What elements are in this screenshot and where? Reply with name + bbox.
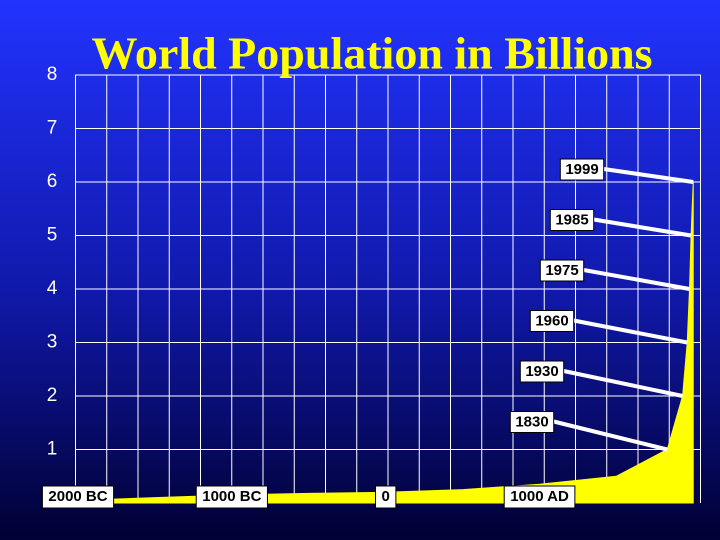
plot: 1 2 3 4 5 6 7 8 [47,64,701,504]
x-tick-label: 1000 AD [510,488,569,505]
y-tick-label: 2 [47,385,58,406]
x-tick-label: 1000 BC [202,488,261,505]
chart-title: World Population in Billions [91,28,652,79]
x-tick-label: 0 [382,488,390,505]
y-tick-label: 1 [47,439,58,460]
leader-line [593,217,692,238]
point-label-box [529,310,575,332]
x-tick-box [41,485,115,509]
point-label-box [539,259,585,282]
point-label-box [549,209,595,231]
point-label: 1930 [525,363,558,380]
point-label: 1975 [545,262,578,279]
leader-line [603,167,694,184]
x-tick-box [375,485,397,509]
y-tick-label: 7 [47,118,58,139]
point-label: 1830 [515,413,548,430]
x-tick-box [195,485,268,509]
y-tick-label: 3 [47,332,58,353]
leader-line [573,318,688,345]
y-tick-label: 5 [47,225,58,246]
x-tick-box [503,485,576,509]
y-tick-label: 6 [47,171,58,192]
leader-line [583,268,690,291]
leader-line [563,369,684,398]
point-label: 1960 [535,312,568,329]
point-label-box [509,411,555,433]
y-tick-label: 8 [47,64,58,85]
leader-line [553,419,668,452]
point-label: 1999 [565,161,598,178]
x-tick-label: 2000 BC [48,488,107,505]
point-label-box [519,360,565,383]
point-label: 1985 [555,211,588,228]
point-label-box [559,158,605,181]
y-tick-label: 4 [47,278,58,299]
